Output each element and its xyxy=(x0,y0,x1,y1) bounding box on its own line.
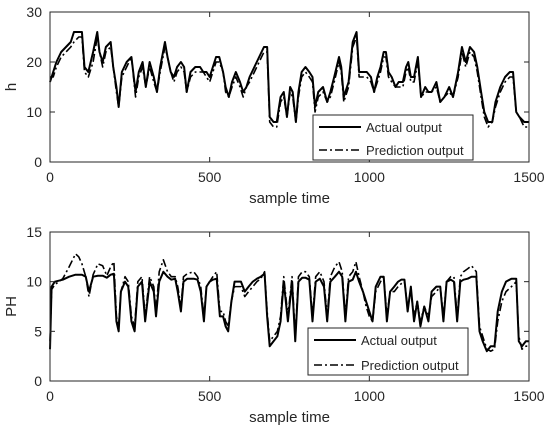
legend-label-actual: Actual output xyxy=(366,120,442,135)
axes-frame xyxy=(49,11,530,163)
legend: Actual output Prediction output xyxy=(307,327,469,376)
series-line-prediction xyxy=(49,253,529,353)
axes-frame xyxy=(49,231,530,382)
y-tick-label: 0 xyxy=(34,373,42,389)
y-tick-label: 10 xyxy=(26,104,42,120)
y-axis-label: PH xyxy=(3,296,20,317)
x-tick-label: 500 xyxy=(198,388,222,404)
x-axis-label: sample time xyxy=(249,409,330,426)
legend-label-prediction: Prediction output xyxy=(361,358,459,373)
x-tick-label: 1500 xyxy=(513,169,544,185)
chart-1: 0 500 1000 1500 0 10 20 30 sample time h Actual ou… xyxy=(3,4,545,207)
x-tick-label: 1500 xyxy=(513,388,544,404)
y-tick-label: 0 xyxy=(34,154,42,170)
x-tick-label: 1000 xyxy=(354,169,385,185)
x-tick-label: 0 xyxy=(46,388,54,404)
legend-box xyxy=(312,114,474,161)
series-line-prediction xyxy=(50,36,529,128)
y-tick-label: 30 xyxy=(26,4,42,20)
legend-box xyxy=(307,327,469,376)
y-tick-label: 20 xyxy=(26,54,42,70)
chart-2: 0 500 1000 1500 0 5 10 15 sample time PH Actual ou… xyxy=(3,224,545,426)
x-tick-label: 1000 xyxy=(354,388,385,404)
y-tick-label: 15 xyxy=(26,224,42,240)
legend: Actual output Prediction output xyxy=(312,114,474,161)
y-axis-label: h xyxy=(3,83,20,91)
legend-label-actual: Actual output xyxy=(361,333,437,348)
x-axis-label: sample time xyxy=(249,190,330,207)
x-tick-label: 0 xyxy=(46,169,54,185)
legend-label-prediction: Prediction output xyxy=(366,143,464,158)
x-tick-label: 500 xyxy=(198,169,222,185)
y-tick-label: 5 xyxy=(34,323,42,339)
y-tick-label: 10 xyxy=(26,274,42,290)
